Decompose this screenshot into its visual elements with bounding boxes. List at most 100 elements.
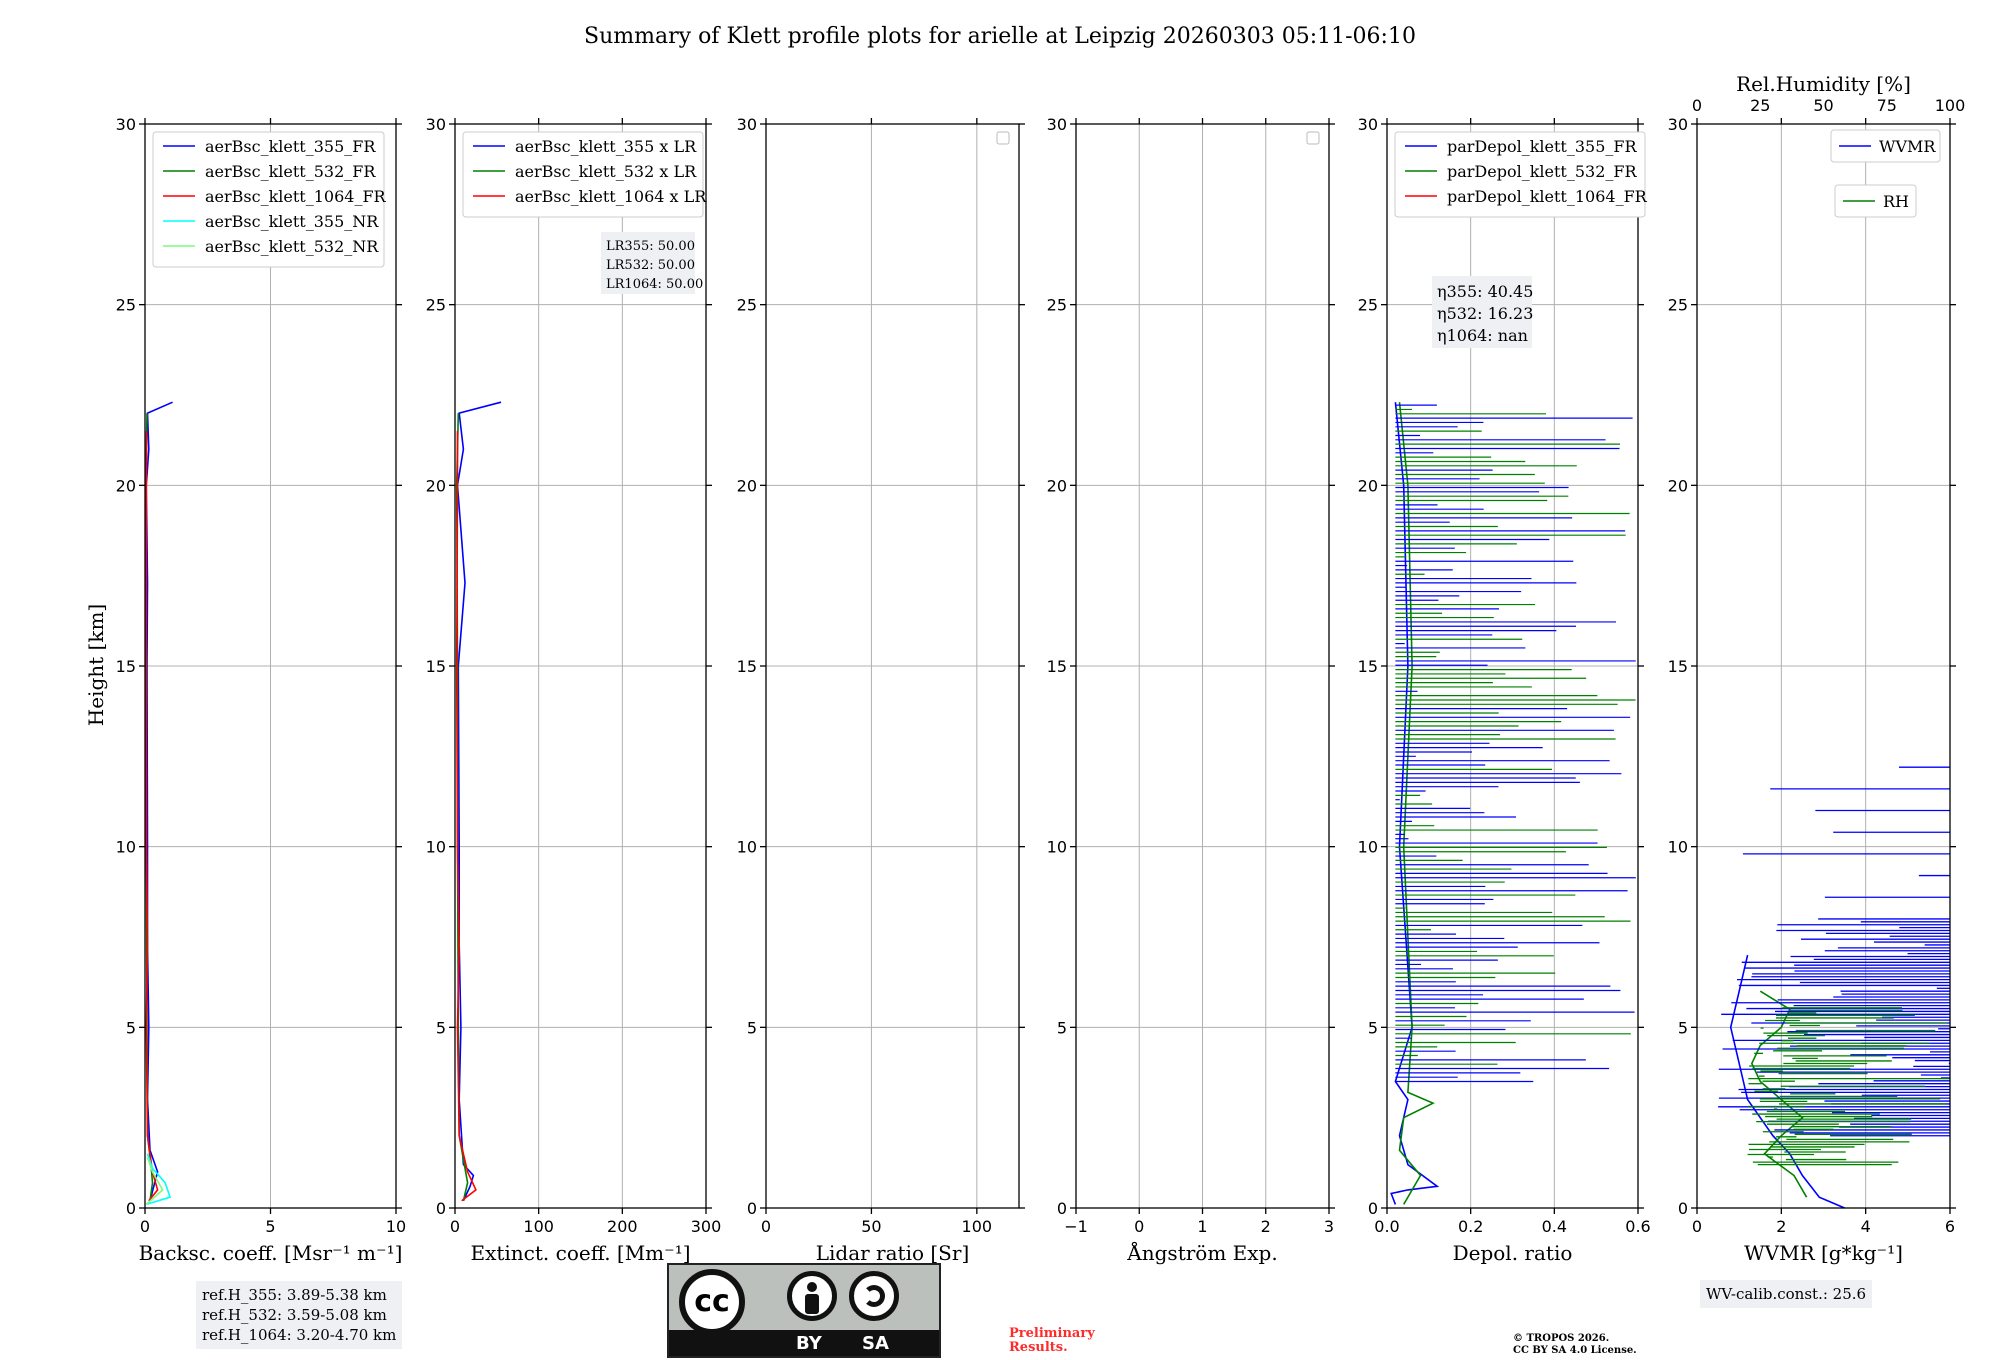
panel-depol: 0 5 10 15 20 25 30 0.0 0.2 0.4 0.6 Depol. ratio parD… <box>1358 115 1651 1265</box>
x-tick-label: 2 <box>1776 1217 1786 1236</box>
reference-height-box: ref.H_355: 3.89-5.38 km ref.H_532: 3.59-… <box>196 1281 403 1349</box>
x-tick-label: 10 <box>386 1217 406 1236</box>
x-tick-label: 0 <box>1692 1217 1702 1236</box>
x-tick-label: 5 <box>265 1217 275 1236</box>
license-bottom-bar: BY SA <box>669 1330 939 1356</box>
x-tick-label: 0 <box>140 1217 150 1236</box>
x-tick-label: 0.4 <box>1542 1217 1567 1236</box>
series-line-WVMR <box>1729 954 1845 1209</box>
x-axis-label: Lidar ratio [Sr] <box>816 1241 970 1265</box>
x-tick-label: 200 <box>607 1217 638 1236</box>
x-axis-label: Backsc. coeff. [Msr⁻¹ m⁻¹] <box>139 1241 403 1265</box>
top-tick-label: 75 <box>1877 96 1897 115</box>
y-tick-label: 5 <box>1057 1018 1067 1037</box>
y-tick-label: 5 <box>436 1018 446 1037</box>
legend-label: aerBsc_klett_532_NR <box>205 237 379 256</box>
attribution-person-icon <box>787 1271 837 1321</box>
y-tick-label: 10 <box>1047 838 1067 857</box>
series-line-aerBsc_klett_532_NR <box>145 1157 164 1205</box>
y-tick-label: 0 <box>1057 1199 1067 1218</box>
y-tick-label: 15 <box>1047 657 1067 676</box>
legend-label: aerBsc_klett_532 x LR <box>515 162 697 181</box>
y-tick-label: 25 <box>116 296 136 315</box>
x-tick-label: 300 <box>691 1217 722 1236</box>
legend-label: aerBsc_klett_355_FR <box>205 137 376 156</box>
y-tick-label: 0 <box>436 1199 446 1218</box>
x-tick-label: 2 <box>1261 1217 1271 1236</box>
share-alike-icon <box>849 1271 899 1321</box>
legend-label: aerBsc_klett_355 x LR <box>515 137 697 156</box>
legend-label: aerBsc_klett_532_FR <box>205 162 376 181</box>
legend-frame <box>462 131 704 218</box>
x-axis-label: WVMR [g*kg⁻¹] <box>1744 1241 1903 1265</box>
ref-height-355: ref.H_355: 3.89-5.38 km <box>202 1286 387 1304</box>
y-tick-label: 15 <box>1668 657 1688 676</box>
x-axis-label: Ångström Exp. <box>1126 1240 1277 1265</box>
y-tick-label: 30 <box>737 115 757 134</box>
y-tick-label: 0 <box>126 1199 136 1218</box>
y-tick-label: 20 <box>116 476 136 495</box>
legend-label: WVMR <box>1879 137 1936 156</box>
y-tick-label: 25 <box>426 296 446 315</box>
top-tick-label: 100 <box>1935 96 1966 115</box>
top-tick-label: 50 <box>1813 96 1833 115</box>
y-axis-label: Height [km] <box>84 604 108 726</box>
preliminary-line-2: Results. <box>1009 1340 1068 1355</box>
legend-frame <box>1830 129 1941 163</box>
legend: parDepol_klett_355_FR parDepol_klett_532_… <box>1394 131 1648 218</box>
y-tick-label: 20 <box>737 476 757 495</box>
figure-title: Summary of Klett profile plots for ariel… <box>584 24 1416 49</box>
y-tick-label: 25 <box>1047 296 1067 315</box>
y-tick-label: 0 <box>747 1199 757 1218</box>
legend-label: aerBsc_klett_1064 x LR <box>515 187 707 206</box>
y-tick-label: 20 <box>1047 476 1067 495</box>
panel-lidar_ratio: 0 5 10 15 20 25 30 0 50 100 Lidar ratio [Sr] <box>737 115 1025 1265</box>
series-line-aerBsc_klett_355 x LR <box>456 401 502 1202</box>
legend-rh: RH <box>1834 184 1917 218</box>
series-line-parDepol_klett_532_FR <box>1398 402 1435 1205</box>
y-tick-label: 15 <box>116 657 136 676</box>
y-tick-label: 5 <box>126 1018 136 1037</box>
series-line-aerBsc_klett_1064_FR <box>145 431 159 1202</box>
legend: aerBsc_klett_355 x LR aerBsc_klett_532 x … <box>462 131 707 218</box>
legend-wvmr: WVMR <box>1830 129 1941 163</box>
x-tick-label: 1 <box>1197 1217 1207 1236</box>
x-tick-label: −1 <box>1064 1217 1088 1236</box>
eta-annotation-line: η1064: nan <box>1437 326 1528 345</box>
y-tick-label: 0 <box>1368 1199 1378 1218</box>
x-axis-label: Depol. ratio <box>1453 1241 1573 1265</box>
y-tick-label: 0 <box>1678 1199 1688 1218</box>
x-tick-label: 100 <box>962 1217 993 1236</box>
y-tick-label: 30 <box>1358 115 1378 134</box>
legend-frame <box>152 131 385 268</box>
x-tick-label: 6 <box>1945 1217 1955 1236</box>
eta-annotation-line: η532: 16.23 <box>1437 304 1533 323</box>
y-tick-label: 10 <box>426 838 446 857</box>
x-axis-label: Extinct. coeff. [Mm⁻¹] <box>470 1241 690 1265</box>
legend-label: aerBsc_klett_355_NR <box>205 212 379 231</box>
y-tick-label: 10 <box>1668 838 1688 857</box>
lidar-ratio-annotation: LR355: 50.00 LR532: 50.00 LR1064: 50.00 <box>601 232 703 294</box>
empty-legend-box <box>1306 131 1320 145</box>
cc-license-badge: cc BY SA <box>667 1263 941 1358</box>
ref-height-1064: ref.H_1064: 3.20-4.70 km <box>202 1326 397 1344</box>
legend-frame <box>1834 184 1917 218</box>
preliminary-note: Preliminary Results. <box>1009 1327 1095 1355</box>
x-tick-label: 0 <box>450 1217 460 1236</box>
copyright-note: © TROPOS 2026. CC BY SA 4.0 License. <box>1513 1333 1637 1357</box>
x-tick-label: 0.0 <box>1374 1217 1399 1236</box>
x-tick-label: 3 <box>1324 1217 1334 1236</box>
y-tick-label: 30 <box>1668 115 1688 134</box>
legend-label: RH <box>1883 192 1909 211</box>
y-tick-label: 25 <box>1668 296 1688 315</box>
x-tick-label: 0 <box>1134 1217 1144 1236</box>
x-tick-label: 0.2 <box>1458 1217 1483 1236</box>
y-tick-label: 30 <box>1047 115 1067 134</box>
top-axis-label: Rel.Humidity [%] <box>1736 72 1911 96</box>
x-tick-label: 0.6 <box>1625 1217 1650 1236</box>
x-tick-label: 100 <box>523 1217 554 1236</box>
